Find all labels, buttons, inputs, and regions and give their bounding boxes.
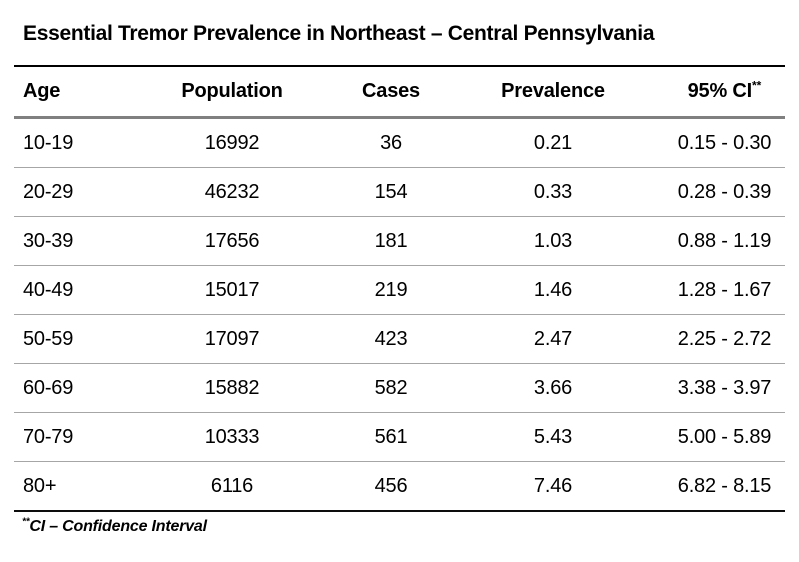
cell-population: 6116 — [124, 461, 340, 511]
cell-cases: 582 — [340, 363, 442, 413]
cell-age: 50-59 — [14, 314, 124, 364]
table-title: Essential Tremor Prevalence in Northeast… — [23, 22, 655, 45]
column-header-ci: 95% CI** — [664, 66, 785, 119]
table-row: 40-49 15017 219 1.46 1.28 - 1.67 — [14, 265, 785, 315]
footnote-marker: ** — [22, 516, 30, 528]
table-row: 30-39 17656 181 1.03 0.88 - 1.19 — [14, 216, 785, 266]
cell-ci: 2.25 - 2.72 — [664, 314, 785, 364]
cell-cases: 181 — [340, 216, 442, 266]
column-header-prevalence: Prevalence — [442, 66, 664, 119]
cell-ci: 0.15 - 0.30 — [677, 131, 772, 154]
cell-prevalence: 0.21 — [533, 131, 573, 154]
prevalence-table: Age Population Cases Prevalence 95% CI**… — [14, 65, 785, 512]
table-row: 60-69 15882 582 3.66 3.38 - 3.97 — [14, 363, 785, 413]
cell-population: 46232 — [124, 167, 340, 217]
table-row: 50-59 17097 423 2.47 2.25 - 2.72 — [14, 314, 785, 364]
cell-age: 80+ — [14, 461, 124, 511]
cell-age: 60-69 — [14, 363, 124, 413]
cell-cases: 561 — [340, 412, 442, 462]
table-row: 20-29 46232 154 0.33 0.28 - 0.39 — [14, 167, 785, 217]
column-header-age: Age — [14, 66, 124, 119]
footnote: **CI – Confidence Interval — [22, 516, 799, 536]
cell-ci: 3.38 - 3.97 — [664, 363, 785, 413]
cell-age: 40-49 — [14, 265, 124, 315]
table-row: 10-19 16992 36 0.21 0.15 - 0.30 — [14, 118, 785, 168]
cell-prevalence: 7.46 — [442, 461, 664, 511]
cell-prevalence: 1.03 — [442, 216, 664, 266]
cell-cases: 36 — [380, 131, 402, 154]
cell-age: 20-29 — [14, 167, 124, 217]
cell-cases: 456 — [340, 461, 442, 511]
cell-ci: 1.28 - 1.67 — [664, 265, 785, 315]
cell-ci: 6.82 - 8.15 — [664, 461, 785, 511]
cell-ci: 0.28 - 0.39 — [664, 167, 785, 217]
cell-cases: 154 — [340, 167, 442, 217]
cell-population: 15882 — [124, 363, 340, 413]
cell-prevalence: 0.33 — [442, 167, 664, 217]
column-header-cases: Cases — [340, 66, 442, 119]
cell-population: 10333 — [124, 412, 340, 462]
ci-header-label: 95% CI — [687, 80, 753, 102]
cell-ci: 0.88 - 1.19 — [664, 216, 785, 266]
cell-age: 70-79 — [14, 412, 124, 462]
cell-population: 16992 — [204, 131, 260, 154]
table-row: 70-79 10333 561 5.43 5.00 - 5.89 — [14, 412, 785, 462]
cell-population: 15017 — [124, 265, 340, 315]
cell-population: 17656 — [124, 216, 340, 266]
footnote-text: CI – Confidence Interval — [29, 518, 207, 535]
cell-cases: 219 — [340, 265, 442, 315]
cell-prevalence: 5.43 — [442, 412, 664, 462]
cell-prevalence: 1.46 — [442, 265, 664, 315]
cell-cases: 423 — [340, 314, 442, 364]
column-header-population: Population — [124, 66, 340, 119]
cell-age: 10-19 — [23, 131, 74, 154]
header-row: Age Population Cases Prevalence 95% CI** — [14, 66, 785, 119]
cell-population: 17097 — [124, 314, 340, 364]
cell-ci: 5.00 - 5.89 — [664, 412, 785, 462]
cell-age: 30-39 — [14, 216, 124, 266]
cell-prevalence: 3.66 — [442, 363, 664, 413]
ci-header-footnote-marker: ** — [752, 78, 762, 93]
cell-prevalence: 2.47 — [442, 314, 664, 364]
table-row: 80+ 6116 456 7.46 6.82 - 8.15 — [14, 461, 785, 511]
